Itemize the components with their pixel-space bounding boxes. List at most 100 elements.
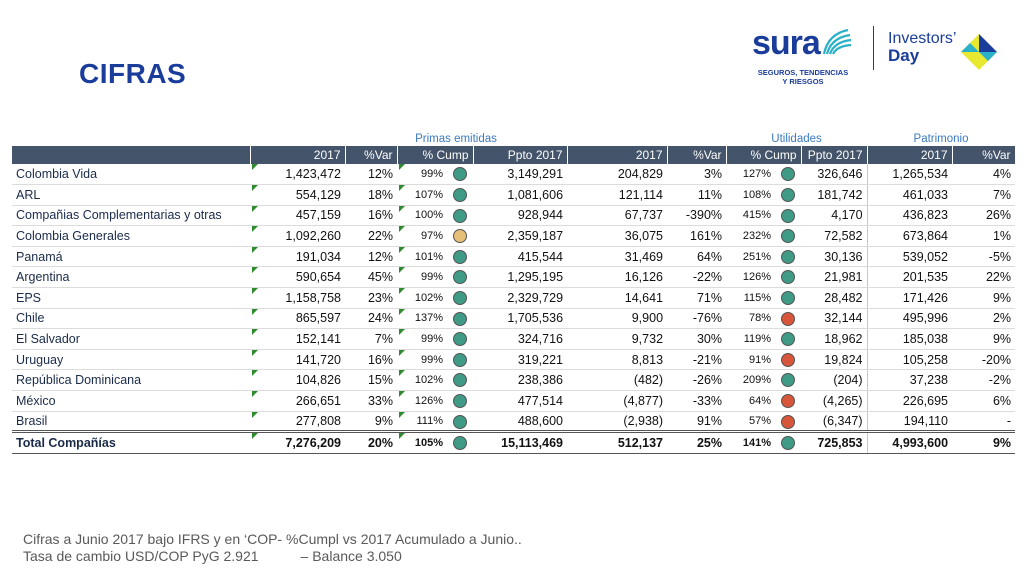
utilidades-var-value: -21% xyxy=(692,352,723,367)
utilidades-2017-value: 67,737 xyxy=(624,208,664,223)
patrimonio-var-value: -20% xyxy=(981,352,1012,367)
utilidades-cump-value: 209% xyxy=(742,374,772,387)
patrimonio-2017-value: 201,535 xyxy=(902,270,949,285)
green-status-indicator xyxy=(781,291,796,306)
primas-ppto: 1,081,606 xyxy=(473,184,568,206)
green-flag-indicator xyxy=(252,288,258,295)
patrimonio-2017-value: 436,823 xyxy=(902,208,949,223)
red-status-indicator xyxy=(781,352,796,367)
primas-var: 7% xyxy=(345,328,397,350)
yellow-status-indicator xyxy=(453,229,467,244)
utilidades-2017: 204,829 xyxy=(567,164,668,186)
patrimonio-var-value: 9% xyxy=(992,436,1012,451)
green-status-indicator xyxy=(453,394,467,409)
header-cell: 2017 xyxy=(867,146,953,164)
primas-2017-value: 1,158,758 xyxy=(285,290,341,305)
green-flag-indicator xyxy=(252,164,258,170)
utilidades-ppto-value: 181,742 xyxy=(817,187,863,202)
utilidades-2017: 9,732 xyxy=(567,328,668,350)
primas-cump: 97% xyxy=(397,225,473,247)
primas-var: 33% xyxy=(345,390,397,412)
company-name: Total Compañías xyxy=(12,430,250,455)
patrimonio-var: 2% xyxy=(952,308,1016,330)
patrimonio-var-value: 9% xyxy=(992,290,1012,305)
utilidades-var: 25% xyxy=(667,430,727,455)
table-row: Argentina 590,654 45% 99% 1,295,195 16,126 -22… xyxy=(12,266,1016,289)
company-name-value: Chile xyxy=(16,311,45,326)
footnote-line-1: Cifras a Junio 2017 bajo IFRS y en ‘COP-… xyxy=(23,531,522,547)
utilidades-ppto: 32,144 xyxy=(801,308,868,330)
green-flag-indicator xyxy=(399,411,405,418)
utilidades-ppto-value: 725,853 xyxy=(817,436,863,451)
primas-2017-value: 1,423,472 xyxy=(285,167,341,182)
patrimonio-var: 6% xyxy=(952,390,1016,412)
green-status-indicator xyxy=(781,229,796,244)
utilidades-ppto: 30,136 xyxy=(801,246,868,268)
utilidades-cump-value: 415% xyxy=(742,209,772,222)
sura-wordmark: sura xyxy=(752,24,821,62)
patrimonio-var: 22% xyxy=(952,266,1016,289)
primas-cump: 102% xyxy=(397,369,473,392)
header-cell: % Cump xyxy=(397,146,474,164)
utilidades-cump-value: 119% xyxy=(743,333,772,346)
green-flag-indicator xyxy=(399,329,405,336)
utilidades-var-value: -26% xyxy=(692,373,723,388)
green-flag-indicator xyxy=(252,433,258,440)
primas-2017: 554,129 xyxy=(250,184,345,206)
header-blank xyxy=(12,146,251,164)
table-row: EPS 1,158,758 23% 102% 2,329,729 14,641 71% 115… xyxy=(12,287,1016,309)
utilidades-2017-value: 36,075 xyxy=(624,229,664,244)
utilidades-2017-value: (4,877) xyxy=(623,393,664,408)
primas-cump: 126% xyxy=(397,390,473,412)
utilidades-2017-value: 512,137 xyxy=(617,436,664,451)
primas-2017-value: 141,720 xyxy=(295,352,341,367)
green-flag-indicator xyxy=(252,329,258,336)
primas-cump-value: 111% xyxy=(416,414,443,427)
table-row: Brasil 277,808 9% 111% 488,600 (2,938) 91% 57% (… xyxy=(12,411,1016,433)
primas-2017-value: 457,159 xyxy=(295,208,341,223)
primas-cump: 105% xyxy=(397,430,473,455)
patrimonio-2017-value: 105,258 xyxy=(902,352,949,367)
utilidades-2017-value: 9,732 xyxy=(631,332,664,347)
utilidades-cump: 57% xyxy=(726,411,802,433)
patrimonio-2017: 105,258 xyxy=(867,349,953,371)
patrimonio-2017: 673,864 xyxy=(867,225,953,247)
utilidades-cump-value: 91% xyxy=(748,353,772,366)
primas-2017: 104,826 xyxy=(250,369,345,392)
table-row: Colombia Generales 1,092,260 22% 97% 2,359,1… xyxy=(12,225,1016,247)
primas-cump: 137% xyxy=(397,308,473,330)
primas-cump-value: 99% xyxy=(420,333,443,346)
patrimonio-var-value: - xyxy=(1006,413,1012,428)
green-flag-indicator xyxy=(399,370,405,377)
primas-2017: 152,141 xyxy=(250,328,345,350)
green-flag-indicator xyxy=(252,370,258,377)
primas-var: 15% xyxy=(345,369,397,392)
utilidades-ppto: 72,582 xyxy=(801,225,868,247)
primas-var: 20% xyxy=(345,430,397,455)
utilidades-cump-value: 127% xyxy=(742,168,772,181)
primas-var: 16% xyxy=(345,205,397,227)
patrimonio-var-value: -5% xyxy=(988,249,1012,264)
primas-var: 23% xyxy=(345,287,397,309)
utilidades-ppto: 28,482 xyxy=(801,287,868,309)
utilidades-2017-value: 204,829 xyxy=(617,167,664,182)
primas-cump: 102% xyxy=(397,287,473,309)
patrimonio-var-value: 1% xyxy=(992,229,1012,244)
primas-ppto: 488,600 xyxy=(473,411,568,433)
footnote: Cifras a Junio 2017 bajo IFRS y en ‘COP-… xyxy=(23,531,522,565)
header-cell: Ppto 2017 xyxy=(801,146,868,164)
primas-cump: 99% xyxy=(397,164,473,186)
green-flag-indicator xyxy=(399,349,405,356)
company-name-value: El Salvador xyxy=(16,332,80,347)
utilidades-ppto: 19,824 xyxy=(801,349,868,371)
patrimonio-var: 4% xyxy=(952,164,1016,186)
primas-cump-value: 101% xyxy=(414,250,443,263)
green-status-indicator xyxy=(781,208,796,223)
primas-cump: 100% xyxy=(397,205,473,227)
primas-cump-value: 105% xyxy=(414,437,443,450)
primas-var-value: 9% xyxy=(374,413,393,428)
primas-ppto-value: 1,081,606 xyxy=(507,187,564,202)
patrimonio-2017: 201,535 xyxy=(867,266,953,289)
primas-ppto-value: 415,544 xyxy=(517,249,564,264)
primas-ppto: 2,329,729 xyxy=(473,287,568,309)
